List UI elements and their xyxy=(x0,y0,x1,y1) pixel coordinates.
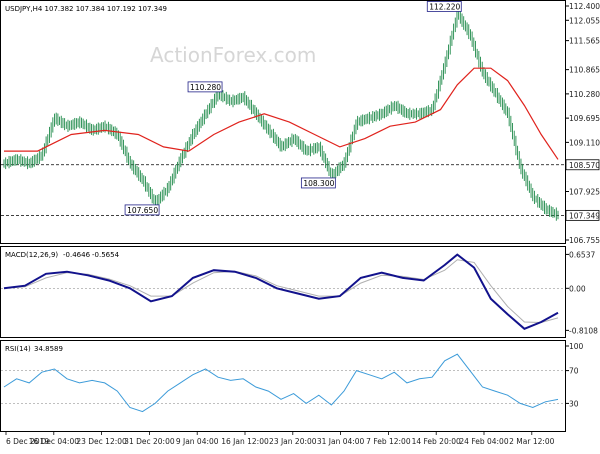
macd-tick-1: 0.00 xyxy=(569,284,586,293)
rsi-line xyxy=(3,353,559,413)
annotation-label-3: 107.650 xyxy=(127,206,158,215)
x-label-11: 2 Mar 12:00 xyxy=(509,437,555,446)
macd-title: MACD(12,26,9) xyxy=(5,251,58,259)
macd-value-2: -0.5654 xyxy=(92,251,120,259)
x-label-8: 7 Feb 12:00 xyxy=(366,437,411,446)
macd-value-1: -0.4646 xyxy=(63,251,91,259)
price-tick-3: 110.865 xyxy=(569,66,600,75)
x-label-4: 9 Jan 04:00 xyxy=(176,437,219,446)
macd-panel-frame xyxy=(0,246,566,338)
price-axis: 112.400 112.055 111.565 110.865 110.280 109.6… xyxy=(565,2,600,245)
price-tick-7: 108.570 xyxy=(569,161,600,170)
x-label-5: 16 Jan 12:00 xyxy=(221,437,269,446)
x-label-9: 14 Feb 20:00 xyxy=(412,437,461,446)
price-tick-0: 112.400 xyxy=(569,2,600,11)
moving-average-line xyxy=(4,67,559,160)
price-tick-10: 106.755 xyxy=(569,236,600,245)
rsi-axis: 100 70 30 xyxy=(1,342,584,408)
annotation-box-3 xyxy=(124,204,160,216)
price-annotations: 112.220 110.280 108.300 107.650 xyxy=(124,1,462,216)
rsi-value: 34.8589 xyxy=(34,345,63,353)
price-tick-6: 109.110 xyxy=(569,138,600,147)
price-tick-2: 111.565 xyxy=(569,37,600,46)
watermark: ActionForex.com xyxy=(150,43,316,67)
rsi-tick-1: 70 xyxy=(569,367,579,376)
annotation-box-1 xyxy=(187,81,223,93)
rsi-tick-2: 30 xyxy=(569,399,579,408)
price-tick-1: 112.055 xyxy=(569,16,600,25)
x-label-3: 31 Dec 20:00 xyxy=(124,437,175,446)
symbol-header: USDJPY,H4 107.382 107.384 107.192 107.34… xyxy=(5,5,167,13)
macd-signal-line xyxy=(3,259,559,324)
price-tick-8: 107.925 xyxy=(569,188,600,197)
macd-tick-2: -0.8108 xyxy=(569,326,598,335)
macd-line xyxy=(3,253,559,330)
price-tick-4: 110.280 xyxy=(569,90,600,99)
x-label-7: 31 Jan 04:00 xyxy=(317,437,365,446)
macd-tick-0: 0.6537 xyxy=(569,250,595,259)
level-lines xyxy=(1,164,565,216)
price-tick-9: 107.349 xyxy=(569,211,600,220)
rsi-tick-0: 100 xyxy=(569,342,584,351)
x-label-6: 23 Jan 20:00 xyxy=(269,437,317,446)
annotation-box-0 xyxy=(426,1,462,12)
x-label-10: 24 Feb 04:00 xyxy=(459,437,508,446)
rsi-title: RSI(14) xyxy=(5,345,31,353)
annotation-label-1: 110.280 xyxy=(190,83,221,92)
x-label-0: 6 Dec 2019 xyxy=(6,437,49,446)
price-panel-frame xyxy=(0,0,566,244)
price-tick-7-box xyxy=(565,159,600,171)
price-tick-5: 109.695 xyxy=(569,114,600,123)
x-label-2: 23 Dec 12:00 xyxy=(76,437,127,446)
rsi-panel-frame xyxy=(0,340,566,432)
annotation-box-2 xyxy=(300,177,336,189)
x-label-1: 16 Dec 04:00 xyxy=(29,437,80,446)
annotation-label-2: 108.300 xyxy=(303,179,334,188)
candles xyxy=(3,8,559,221)
price-tick-9-box xyxy=(565,209,600,221)
macd-axis: 0.6537 0.00 -0.8108 xyxy=(1,250,598,335)
annotation-label-0: 112.220 xyxy=(429,2,460,11)
